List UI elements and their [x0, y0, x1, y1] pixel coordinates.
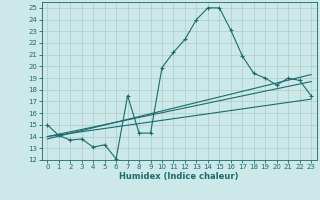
X-axis label: Humidex (Indice chaleur): Humidex (Indice chaleur)	[119, 172, 239, 181]
